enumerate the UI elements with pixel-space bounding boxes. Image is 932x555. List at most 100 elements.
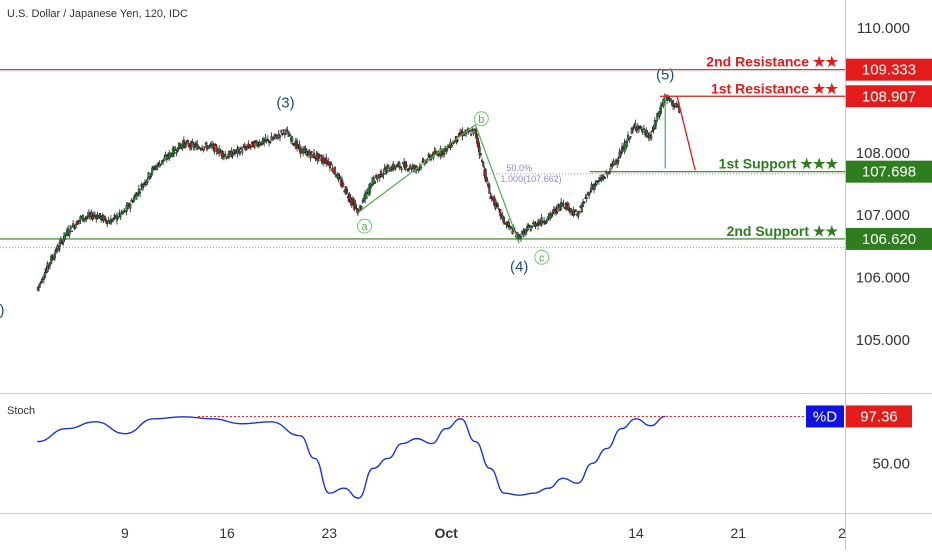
candle <box>499 208 502 220</box>
candle-body <box>551 211 554 215</box>
candle <box>634 119 637 132</box>
candle-body <box>625 140 628 147</box>
candle <box>422 157 425 163</box>
candle <box>479 153 482 158</box>
candle-body <box>601 177 604 179</box>
candle-body <box>310 151 313 153</box>
candle <box>136 192 139 197</box>
candle-body <box>597 180 600 182</box>
candle-body <box>135 193 138 200</box>
candle <box>148 175 151 181</box>
candle <box>585 194 588 203</box>
candle-body <box>407 168 411 170</box>
candle-body <box>187 142 190 147</box>
candle <box>50 253 53 265</box>
candle <box>601 174 604 181</box>
candle-body <box>48 262 52 266</box>
candle-body <box>361 200 364 202</box>
candle <box>592 182 596 194</box>
candle-body <box>658 111 661 117</box>
candle-body <box>399 166 402 168</box>
candle <box>387 164 390 170</box>
candle <box>639 125 642 129</box>
candle-body <box>185 142 188 145</box>
candle <box>407 167 411 173</box>
candle-body <box>482 161 485 167</box>
candle <box>175 149 178 157</box>
candle-body <box>304 149 307 151</box>
candle-body <box>410 168 413 170</box>
candle <box>325 153 328 167</box>
candle <box>193 141 196 151</box>
candle-body <box>479 153 482 156</box>
candle <box>36 286 39 292</box>
candle-body <box>149 173 153 178</box>
candle <box>394 166 397 172</box>
candle-body <box>672 100 675 107</box>
candle-body <box>474 128 478 138</box>
candle-body <box>224 153 227 156</box>
candle <box>379 168 383 178</box>
candle <box>48 262 52 270</box>
candle-body <box>510 227 513 229</box>
candle-body <box>319 154 322 157</box>
candle <box>123 207 126 213</box>
candle <box>482 161 485 169</box>
candle <box>389 165 392 172</box>
candle-body <box>147 172 150 178</box>
candle-body <box>156 165 159 170</box>
candle-body <box>394 166 397 169</box>
sub-wave-label: b <box>478 114 484 126</box>
candle-body <box>198 147 201 149</box>
candle-body <box>485 177 488 182</box>
candle <box>342 181 345 188</box>
candle <box>124 210 127 213</box>
candle-body <box>630 128 633 134</box>
candle-body <box>328 162 331 169</box>
candle <box>522 228 525 238</box>
level-label: 1st Support ★★★ <box>719 156 839 172</box>
candle-body <box>126 203 129 210</box>
candle-body <box>580 204 583 213</box>
candle-body <box>164 155 167 157</box>
candle-body <box>174 149 177 152</box>
candle-body <box>355 208 358 210</box>
candle <box>276 134 279 140</box>
candle <box>480 157 484 163</box>
candle <box>313 148 316 159</box>
candle <box>249 144 252 151</box>
candle-body <box>36 286 39 291</box>
candle <box>375 173 378 179</box>
candle <box>365 191 368 200</box>
candle <box>658 107 661 120</box>
candle <box>437 150 440 158</box>
candle-body <box>253 142 256 148</box>
candle <box>158 160 161 168</box>
candle <box>197 145 200 149</box>
candle <box>400 166 403 173</box>
candle-body <box>365 192 368 200</box>
candle <box>230 147 233 158</box>
candle <box>296 138 299 152</box>
candle-body <box>383 167 386 170</box>
candle <box>281 132 284 137</box>
candle <box>266 135 269 142</box>
candle <box>511 227 514 235</box>
candle-body <box>354 203 357 208</box>
candle-body <box>578 211 581 214</box>
candle <box>450 143 453 148</box>
candle-body <box>249 145 252 148</box>
candle <box>603 175 607 180</box>
candle-body <box>281 133 284 135</box>
candle <box>628 137 631 143</box>
candle-body <box>244 147 247 151</box>
candle-body <box>659 104 662 114</box>
candle <box>472 128 475 136</box>
candle <box>629 135 632 140</box>
candle <box>536 218 540 230</box>
candle <box>583 201 586 205</box>
candle-body <box>574 209 577 212</box>
candle <box>351 196 355 207</box>
candle-body <box>113 214 116 217</box>
